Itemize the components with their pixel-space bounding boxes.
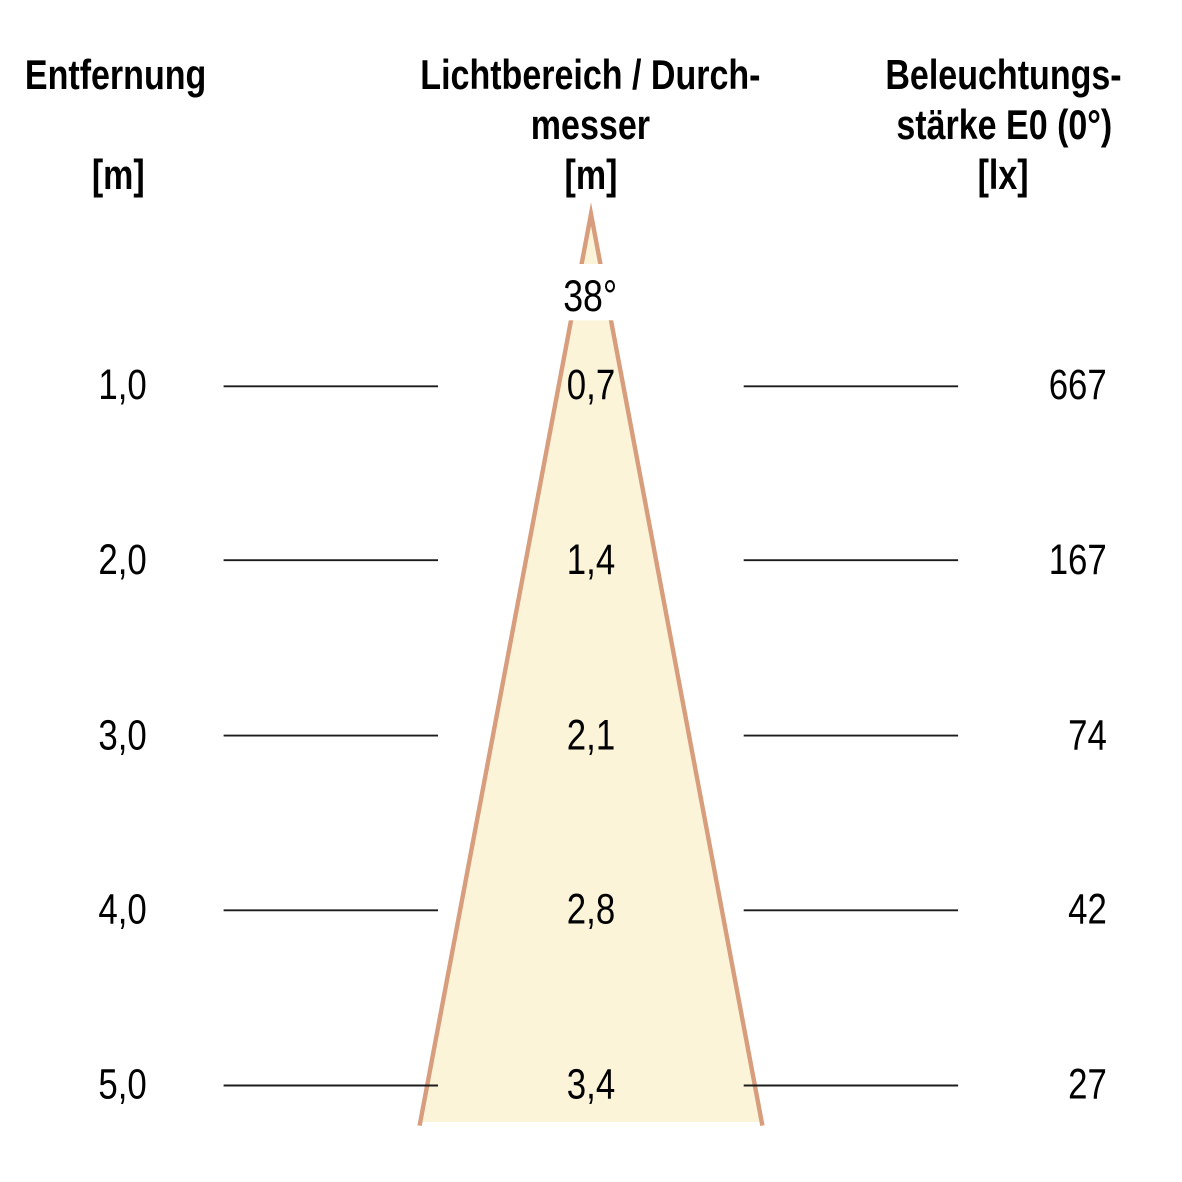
svg-text:38°: 38° [563,272,617,321]
svg-text:[m]: [m] [565,151,618,198]
svg-text:2,1: 2,1 [567,712,615,760]
svg-text:stärke E0 (0°): stärke E0 (0°) [896,101,1112,148]
svg-text:2,0: 2,0 [98,536,146,584]
svg-text:42: 42 [1068,886,1107,934]
svg-text:3,4: 3,4 [567,1060,615,1108]
svg-text:27: 27 [1068,1060,1107,1108]
svg-text:[lx]: [lx] [978,151,1029,198]
svg-text:Entfernung: Entfernung [25,51,206,98]
svg-text:4,0: 4,0 [98,886,146,934]
svg-text:Beleuchtungs-: Beleuchtungs- [885,51,1121,98]
svg-text:Lichtbereich / Durch-: Lichtbereich / Durch- [420,51,760,98]
svg-text:messer: messer [531,101,650,148]
svg-text:2,8: 2,8 [567,886,615,934]
svg-text:1,4: 1,4 [567,536,615,584]
svg-text:3,0: 3,0 [98,712,146,760]
svg-text:[m]: [m] [92,151,145,198]
svg-text:667: 667 [1049,361,1107,409]
svg-text:0,7: 0,7 [567,361,615,409]
svg-text:5,0: 5,0 [98,1060,146,1108]
svg-text:167: 167 [1049,536,1107,584]
svg-text:1,0: 1,0 [98,361,146,409]
svg-text:74: 74 [1068,712,1107,760]
